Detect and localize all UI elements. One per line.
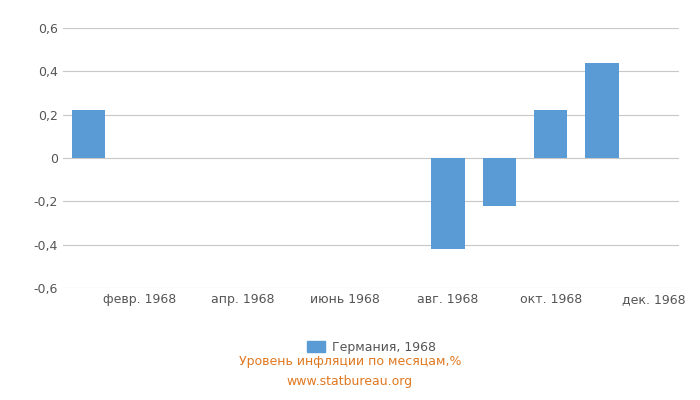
Bar [483,158,516,206]
Bar [585,63,619,158]
Bar [431,158,465,249]
Bar [72,110,105,158]
Legend: Германия, 1968: Германия, 1968 [307,341,435,354]
Bar [534,110,567,158]
Text: www.statbureau.org: www.statbureau.org [287,376,413,388]
Text: Уровень инфляции по месяцам,%: Уровень инфляции по месяцам,% [239,356,461,368]
